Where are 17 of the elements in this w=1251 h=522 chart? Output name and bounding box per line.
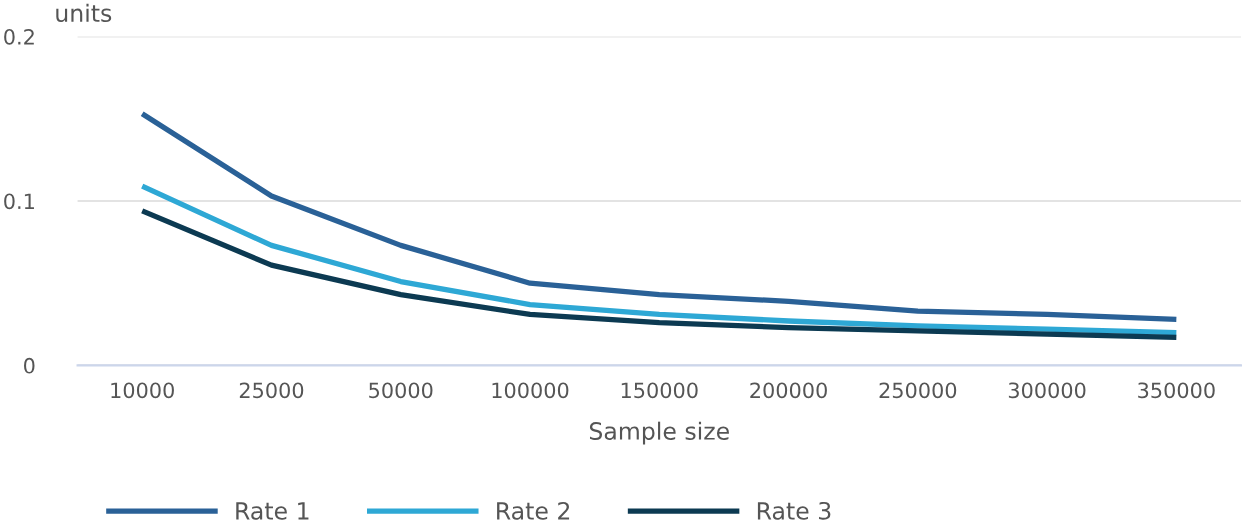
x-axis-title: Sample size bbox=[589, 421, 729, 445]
y-tick-label: 0 bbox=[24, 357, 35, 374]
x-tick-label: 25000 bbox=[239, 382, 304, 399]
x-tick-label: 350000 bbox=[1138, 382, 1215, 399]
y-tick-label: 0.2 bbox=[4, 28, 34, 45]
x-tick-label: 150000 bbox=[621, 382, 698, 399]
x-tick-label: 10000 bbox=[111, 382, 174, 399]
legend-label: Rate 1 bbox=[236, 502, 309, 520]
x-tick-label: 200000 bbox=[750, 382, 827, 399]
x-tick-label: 100000 bbox=[492, 382, 569, 399]
legend-label: Rate 3 bbox=[757, 501, 831, 520]
y-axis-title: units bbox=[56, 3, 112, 23]
x-tick-label: 50000 bbox=[369, 382, 433, 399]
x-tick-label: 300000 bbox=[1008, 382, 1086, 399]
legend-label: Rate 2 bbox=[497, 501, 570, 520]
y-tick-label: 0.1 bbox=[4, 193, 34, 210]
x-tick-label: 250000 bbox=[879, 382, 957, 399]
